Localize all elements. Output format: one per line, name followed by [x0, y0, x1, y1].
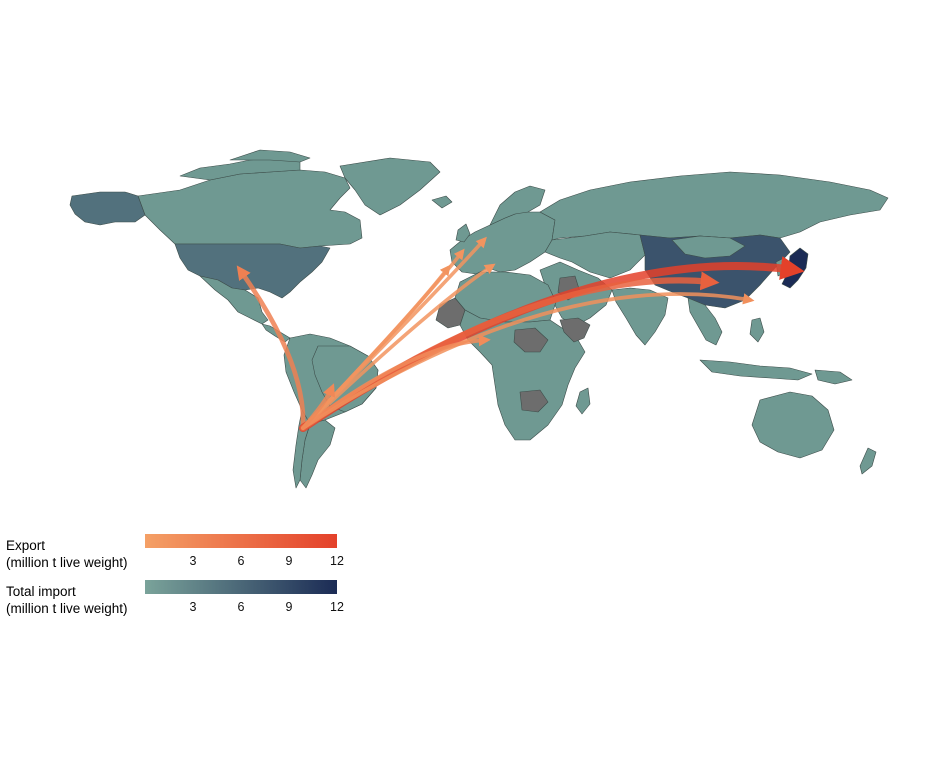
import-legend-tick-label: 12 [330, 600, 344, 614]
central-asia [544, 231, 646, 279]
flow-arrow-germany [301, 236, 487, 430]
export-color-bar [145, 534, 337, 548]
flow-arrow-taiwan [301, 292, 755, 430]
export-legend-tick-label: 12 [330, 554, 344, 568]
import-legend-title: Total import (million t live weight) [6, 583, 128, 617]
export-legend-title: Export (million t live weight) [6, 537, 128, 571]
new-guinea [814, 369, 853, 385]
export-legend-tick-mark [241, 548, 242, 552]
europe [449, 211, 556, 275]
alaska [69, 191, 146, 226]
iceland [431, 195, 453, 209]
flow-arrow-italy [301, 263, 496, 430]
import-legend-tick-mark [337, 594, 338, 598]
mongolia [671, 235, 746, 259]
import-legend-tick-label: 3 [189, 600, 197, 614]
canada-north-islands [229, 149, 311, 163]
russia [539, 171, 889, 241]
flow-arrow-brazil [300, 383, 335, 431]
export-legend-tick-mark [289, 548, 290, 552]
africa-no-data-horn [559, 317, 591, 343]
africa-no-data-south [519, 389, 549, 413]
import-legend-tick-label: 6 [237, 600, 245, 614]
southeast-asia [687, 297, 723, 346]
philippines [749, 317, 765, 343]
africa-no-data-center [513, 327, 549, 353]
greenland [339, 157, 441, 216]
import-color-bar [145, 580, 337, 594]
import-legend-tick-mark [241, 594, 242, 598]
export-legend-tick-label: 6 [237, 554, 245, 568]
mexico [199, 275, 269, 325]
indonesia [699, 359, 813, 381]
madagascar [575, 387, 591, 415]
export-legend-title-line1: Export [6, 538, 46, 553]
import-legend-title-line2: (million t live weight) [6, 601, 128, 616]
import-legend-ticks: 3 6 9 12 [145, 594, 344, 616]
export-legend-ticks: 3 6 9 12 [145, 548, 344, 570]
flow-arrow-united-states [236, 265, 306, 431]
export-legend-tick-label: 3 [189, 554, 197, 568]
africa-central-south [459, 309, 586, 441]
flow-arrow-nigeria [301, 334, 491, 430]
export-legend-tick-mark [193, 548, 194, 552]
uk [455, 223, 471, 243]
scandinavia [489, 185, 546, 226]
import-legend-tick-mark [193, 594, 194, 598]
import-legend-tick-mark [289, 594, 290, 598]
new-zealand [859, 447, 877, 475]
export-legend-tick-label: 9 [285, 554, 293, 568]
flow-arrow-china [299, 271, 720, 432]
import-legend-title-line1: Total import [6, 584, 76, 599]
india [611, 287, 669, 346]
africa-no-data-west [435, 297, 466, 329]
import-legend-tick-label: 9 [285, 600, 293, 614]
export-legend-title-line2: (million t live weight) [6, 555, 128, 570]
australia [751, 391, 835, 459]
export-legend-tick-mark [337, 548, 338, 552]
canada-region [137, 169, 363, 249]
